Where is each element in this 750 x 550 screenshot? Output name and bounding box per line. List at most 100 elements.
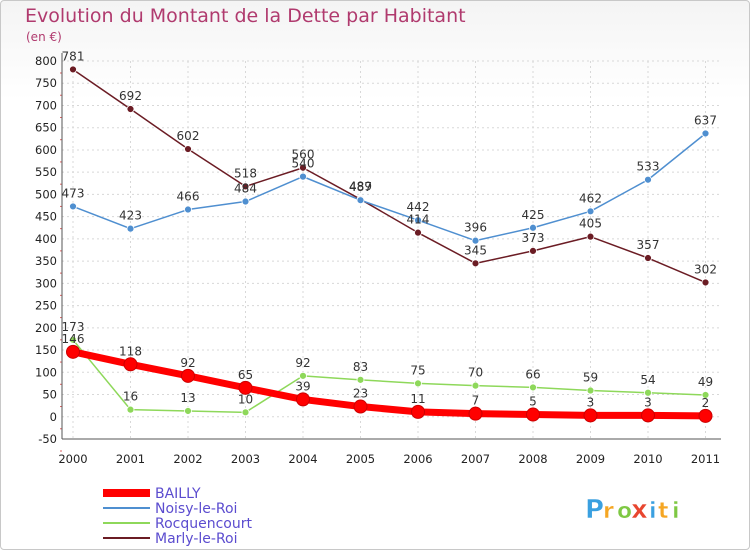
data-label: 442 bbox=[407, 200, 430, 214]
data-point bbox=[414, 228, 422, 237]
y-tick-label: -50 bbox=[38, 432, 57, 446]
data-label: 146 bbox=[62, 332, 85, 346]
y-tick-label: 800 bbox=[35, 54, 57, 68]
data-point bbox=[644, 388, 652, 397]
series-line-bailly bbox=[69, 348, 709, 420]
data-point bbox=[586, 207, 595, 216]
y-tick-label: 350 bbox=[35, 254, 57, 268]
data-label: 75 bbox=[410, 363, 425, 377]
x-tick-label: 2011 bbox=[691, 452, 720, 466]
data-point bbox=[701, 129, 710, 138]
data-point bbox=[411, 404, 425, 419]
data-label: 118 bbox=[119, 344, 142, 358]
data-label: 23 bbox=[353, 387, 368, 401]
data-point bbox=[241, 182, 250, 191]
legend-label: Rocquencourt bbox=[155, 516, 252, 532]
legend: BAILLYNoisy-le-RoiRocquencourtMarly-le-R… bbox=[103, 486, 252, 547]
data-label: 425 bbox=[522, 208, 545, 222]
data-label: 533 bbox=[637, 160, 660, 174]
logo-letter: x bbox=[631, 495, 648, 525]
data-point bbox=[701, 391, 710, 399]
data-label: 602 bbox=[177, 129, 200, 143]
data-point bbox=[644, 254, 652, 262]
data-point bbox=[69, 202, 77, 211]
x-tick-label: 2000 bbox=[58, 452, 87, 466]
data-label: 489 bbox=[349, 179, 372, 193]
x-tick-label: 2010 bbox=[633, 452, 662, 466]
data-point bbox=[241, 408, 250, 417]
data-label: 49 bbox=[698, 375, 713, 389]
logo-letter: i bbox=[649, 499, 657, 524]
data-point bbox=[353, 399, 368, 414]
y-tick-label: 300 bbox=[35, 276, 57, 290]
data-point bbox=[299, 371, 307, 380]
data-label: 3 bbox=[644, 395, 652, 409]
logo-letter: r bbox=[603, 499, 614, 524]
data-label: 39 bbox=[295, 379, 310, 393]
data-point bbox=[126, 105, 135, 113]
x-tick-label: 2006 bbox=[403, 452, 432, 466]
data-label: 13 bbox=[180, 391, 195, 405]
data-label: 373 bbox=[522, 231, 545, 245]
logo-letter: P bbox=[585, 495, 604, 525]
y-tick-label: 600 bbox=[35, 143, 57, 157]
data-label: 92 bbox=[180, 356, 195, 370]
data-point bbox=[471, 236, 480, 245]
legend-label: Noisy-le-Roi bbox=[155, 501, 237, 517]
series-line-marly-le-roi bbox=[72, 68, 707, 284]
data-point bbox=[241, 197, 250, 206]
data-label: 396 bbox=[464, 221, 487, 235]
data-label: 637 bbox=[694, 113, 717, 127]
y-tick-label: 0 bbox=[50, 410, 57, 424]
data-point bbox=[698, 408, 713, 423]
data-label: 487 bbox=[349, 180, 372, 194]
data-point bbox=[586, 386, 595, 395]
data-point bbox=[299, 163, 307, 172]
data-label: 16 bbox=[123, 390, 138, 404]
y-tick-label: 550 bbox=[35, 165, 57, 179]
data-label: 173 bbox=[62, 320, 85, 334]
x-tick-label: 2009 bbox=[576, 452, 605, 466]
data-point bbox=[414, 379, 422, 388]
data-label: 54 bbox=[640, 373, 655, 387]
data-point bbox=[126, 405, 135, 414]
data-point bbox=[184, 407, 192, 415]
data-label: 11 bbox=[410, 392, 425, 406]
data-point bbox=[529, 383, 537, 392]
data-label: 462 bbox=[579, 191, 602, 205]
series-line-rocquencourt bbox=[72, 339, 707, 414]
data-point bbox=[641, 408, 655, 423]
data-point bbox=[184, 205, 192, 214]
logo-letter: o bbox=[617, 499, 632, 524]
x-tick-label: 2003 bbox=[231, 452, 260, 466]
y-tick-label: 500 bbox=[35, 187, 57, 201]
data-point bbox=[583, 408, 598, 423]
data-label: 59 bbox=[583, 371, 598, 385]
y-tick-label: 50 bbox=[42, 388, 57, 402]
y-tick-label: 150 bbox=[35, 343, 57, 357]
y-tick-label: 700 bbox=[35, 98, 57, 112]
data-label: 302 bbox=[694, 262, 717, 276]
data-point bbox=[471, 381, 480, 390]
logo-letter: i bbox=[672, 499, 680, 524]
data-point bbox=[468, 406, 483, 421]
axes: -50 0 50 100 150 200 250 300 350 400 450 500 550 600 6… bbox=[35, 53, 721, 466]
data-label: 65 bbox=[238, 368, 253, 382]
data-label: 345 bbox=[464, 243, 487, 257]
data-label: 5 bbox=[529, 395, 537, 409]
data-point bbox=[529, 246, 537, 255]
series bbox=[66, 65, 713, 423]
data-label: 357 bbox=[637, 238, 660, 252]
data-point bbox=[181, 368, 195, 383]
y-tick-label: 250 bbox=[35, 299, 57, 313]
data-point bbox=[126, 224, 135, 233]
data-point bbox=[356, 196, 365, 205]
data-point bbox=[526, 407, 540, 422]
data-label: 560 bbox=[292, 148, 315, 162]
proxiti-logo: Pr ox i t i bbox=[585, 495, 680, 526]
x-tick-label: 2005 bbox=[346, 452, 375, 466]
data-label: 83 bbox=[353, 360, 368, 374]
data-point bbox=[69, 65, 77, 74]
